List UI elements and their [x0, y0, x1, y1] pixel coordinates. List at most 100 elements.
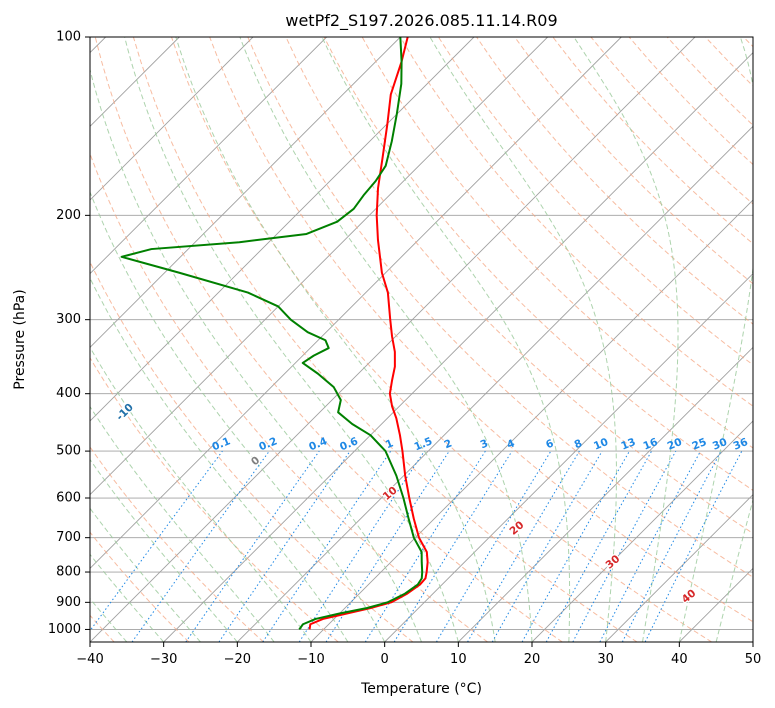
- y-tick-label: 500: [56, 444, 81, 459]
- moist-adiabat-line: [715, 498, 753, 642]
- isotherm-line: [163, 52, 753, 642]
- mixing-ratio-line: [572, 450, 677, 642]
- y-axis-title: Pressure (hPa): [12, 289, 28, 389]
- x-tick-label: 0: [381, 652, 389, 667]
- mixing-ratio-line: [521, 450, 630, 642]
- dry-adiabat-line: [132, 37, 638, 642]
- mixing-ratio-label: 36: [732, 436, 750, 453]
- y-tick-label: 800: [56, 565, 81, 580]
- dry-adiabat-label: -20: [29, 356, 51, 378]
- moist-adiabat-line: [90, 190, 386, 642]
- x-tick-label: 10: [450, 652, 467, 667]
- mixing-ratio-line: [298, 450, 425, 642]
- moist-adiabat-line: [90, 346, 312, 642]
- mixing-ratio-label: 16: [641, 436, 659, 453]
- dry-adiabat-line: [285, 37, 753, 535]
- mixing-ratio-line: [185, 450, 320, 642]
- dry-adiabat-line: [247, 37, 753, 578]
- mixing-ratio-line: [262, 450, 392, 642]
- moist-adiabat-line: [321, 37, 571, 642]
- mixing-ratio-label: 10: [592, 436, 610, 453]
- mixing-ratio-line: [325, 450, 450, 642]
- isotherm-line: [90, 37, 622, 569]
- x-tick-label: 20: [524, 652, 541, 667]
- dry-adiabat-line: [323, 37, 753, 491]
- mixing-ratio-label: 3: [479, 437, 490, 451]
- dry-adiabat-line: [514, 37, 753, 285]
- mixing-ratio-label: 8: [573, 437, 584, 451]
- mixing-ratio-label: 30: [711, 436, 729, 453]
- mixing-ratio-line: [644, 450, 743, 642]
- y-tick-label: 200: [56, 208, 81, 223]
- moist-adiabat-line: [175, 37, 496, 642]
- mixing-ratio-line: [218, 450, 351, 642]
- x-tick-label: −40: [76, 652, 103, 667]
- isotherm-line: [605, 494, 753, 642]
- dry-adiabat-line: [438, 37, 753, 366]
- x-axis-ticks: −40 −30 −20 −10 0 10 20 30 40 50: [76, 642, 761, 667]
- mixing-ratio-label: 13: [619, 436, 637, 453]
- isotherm-line: [458, 346, 753, 642]
- moist-adiabat-line: [429, 37, 617, 642]
- moist-adiabat-line: [239, 37, 533, 642]
- y-tick-label: 600: [56, 491, 81, 506]
- isotherm-line: [531, 420, 753, 642]
- isotherm-line: [90, 37, 475, 422]
- dry-adiabat-line: [171, 37, 713, 642]
- moist-adiabats: [90, 37, 753, 642]
- x-tick-label: 40: [671, 652, 688, 667]
- x-tick-label: −30: [150, 652, 177, 667]
- dry-adiabat-line: [90, 152, 488, 642]
- y-axis-ticks: 100 200 300 400 500 600 700 800 900 1000: [48, 30, 90, 637]
- dry-adiabats: [90, 37, 753, 642]
- dry-adiabat-line: [90, 356, 339, 642]
- y-tick-label: 900: [56, 595, 81, 610]
- mixing-ratio-line: [131, 450, 270, 642]
- x-tick-label: 30: [597, 652, 614, 667]
- mixing-ratio-label: 25: [690, 436, 708, 453]
- x-tick-label: −20: [224, 652, 251, 667]
- x-tick-label: −10: [297, 652, 324, 667]
- mixing-ratio-line: [393, 450, 513, 642]
- y-tick-label: 700: [56, 530, 81, 545]
- moist-adiabat-line: [90, 67, 422, 642]
- dry-adiabat-line: [399, 37, 753, 407]
- isotherm-line: [90, 37, 548, 496]
- mixing-ratio-label: 2: [442, 437, 453, 451]
- mixing-ratio-line: [545, 450, 653, 642]
- mixing-ratio-label: 1: [384, 437, 395, 451]
- dewpoint-profile-line: [120, 37, 424, 631]
- temperature-profile-line: [308, 37, 429, 630]
- mixing-ratio-label: 4: [505, 437, 516, 451]
- moist-adiabat-line: [573, 37, 679, 642]
- moist-adiabat-line: [124, 37, 459, 642]
- y-tick-label: 400: [56, 386, 81, 401]
- isotherm-line: [90, 37, 401, 348]
- plot-frame: [89, 36, 754, 643]
- dry-adiabat-line: [361, 37, 753, 449]
- y-tick-label: 100: [56, 30, 81, 45]
- chart-title: wetPf2_S197.2026.085.11.14.R09: [285, 11, 557, 31]
- moist-adiabat-line: [90, 405, 275, 642]
- moist-adiabat-line: [678, 37, 753, 642]
- y-tick-label: 300: [56, 312, 81, 327]
- dry-adiabat-line: [90, 260, 414, 642]
- isotherm-line: [384, 273, 753, 642]
- dry-adiabat-line: [90, 531, 190, 642]
- isotherm-line: [90, 37, 254, 201]
- moist-adiabat-line: [90, 458, 238, 642]
- dry-adiabat-line: [90, 446, 264, 642]
- sounding-series: [120, 37, 429, 631]
- mixing-ratio-lines: [90, 450, 743, 642]
- y-tick-label: 1000: [48, 622, 81, 637]
- isotherm-line: [752, 641, 753, 642]
- x-tick-label: 50: [745, 652, 762, 667]
- moist-adiabat-line: [752, 640, 753, 642]
- isotherm-line: [237, 125, 753, 642]
- dry-adiabat-line: [209, 37, 753, 623]
- isotherm-line: [90, 37, 327, 275]
- mixing-ratio-label: 20: [666, 436, 684, 453]
- mixing-ratio-line: [90, 450, 223, 632]
- dry-adiabat-line: [94, 37, 563, 642]
